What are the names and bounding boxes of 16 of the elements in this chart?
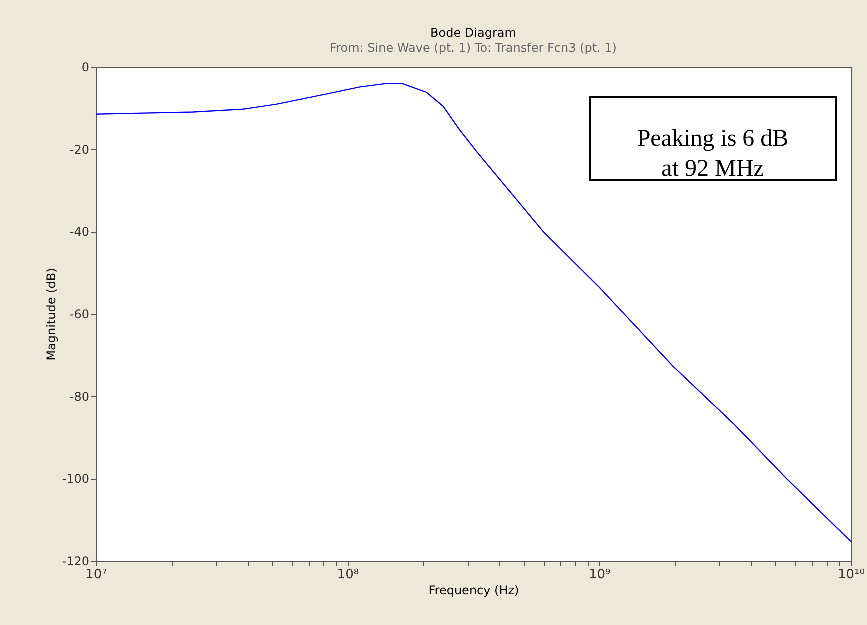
chart-subtitle: From: Sine Wave (pt. 1) To: Transfer Fcn3 (pt. 1) (330, 41, 617, 55)
chart-title: Bode Diagram (430, 26, 516, 40)
y-tick-label: 0 (82, 60, 90, 74)
y-tick-label: -80 (70, 390, 90, 404)
x-tick-label: 10⁷ (86, 568, 108, 582)
y-axis-title: Magnitude (dB) (44, 268, 58, 361)
x-tick-label: 10⁹ (588, 568, 611, 582)
y-tick-label: -20 (70, 142, 90, 157)
x-axis-title: Frequency (Hz) (428, 584, 520, 598)
y-tick-label: -120 (62, 554, 90, 568)
y-tick-label: -60 (70, 308, 90, 322)
x-tick-label: 10¹⁰ (838, 568, 865, 582)
x-tick-label: 10⁸ (337, 568, 360, 582)
y-tick-label: -40 (70, 225, 90, 240)
annotation: Peaking is 6 dB at 92 MHz (637, 126, 789, 182)
y-tick-label: -100 (62, 472, 90, 486)
